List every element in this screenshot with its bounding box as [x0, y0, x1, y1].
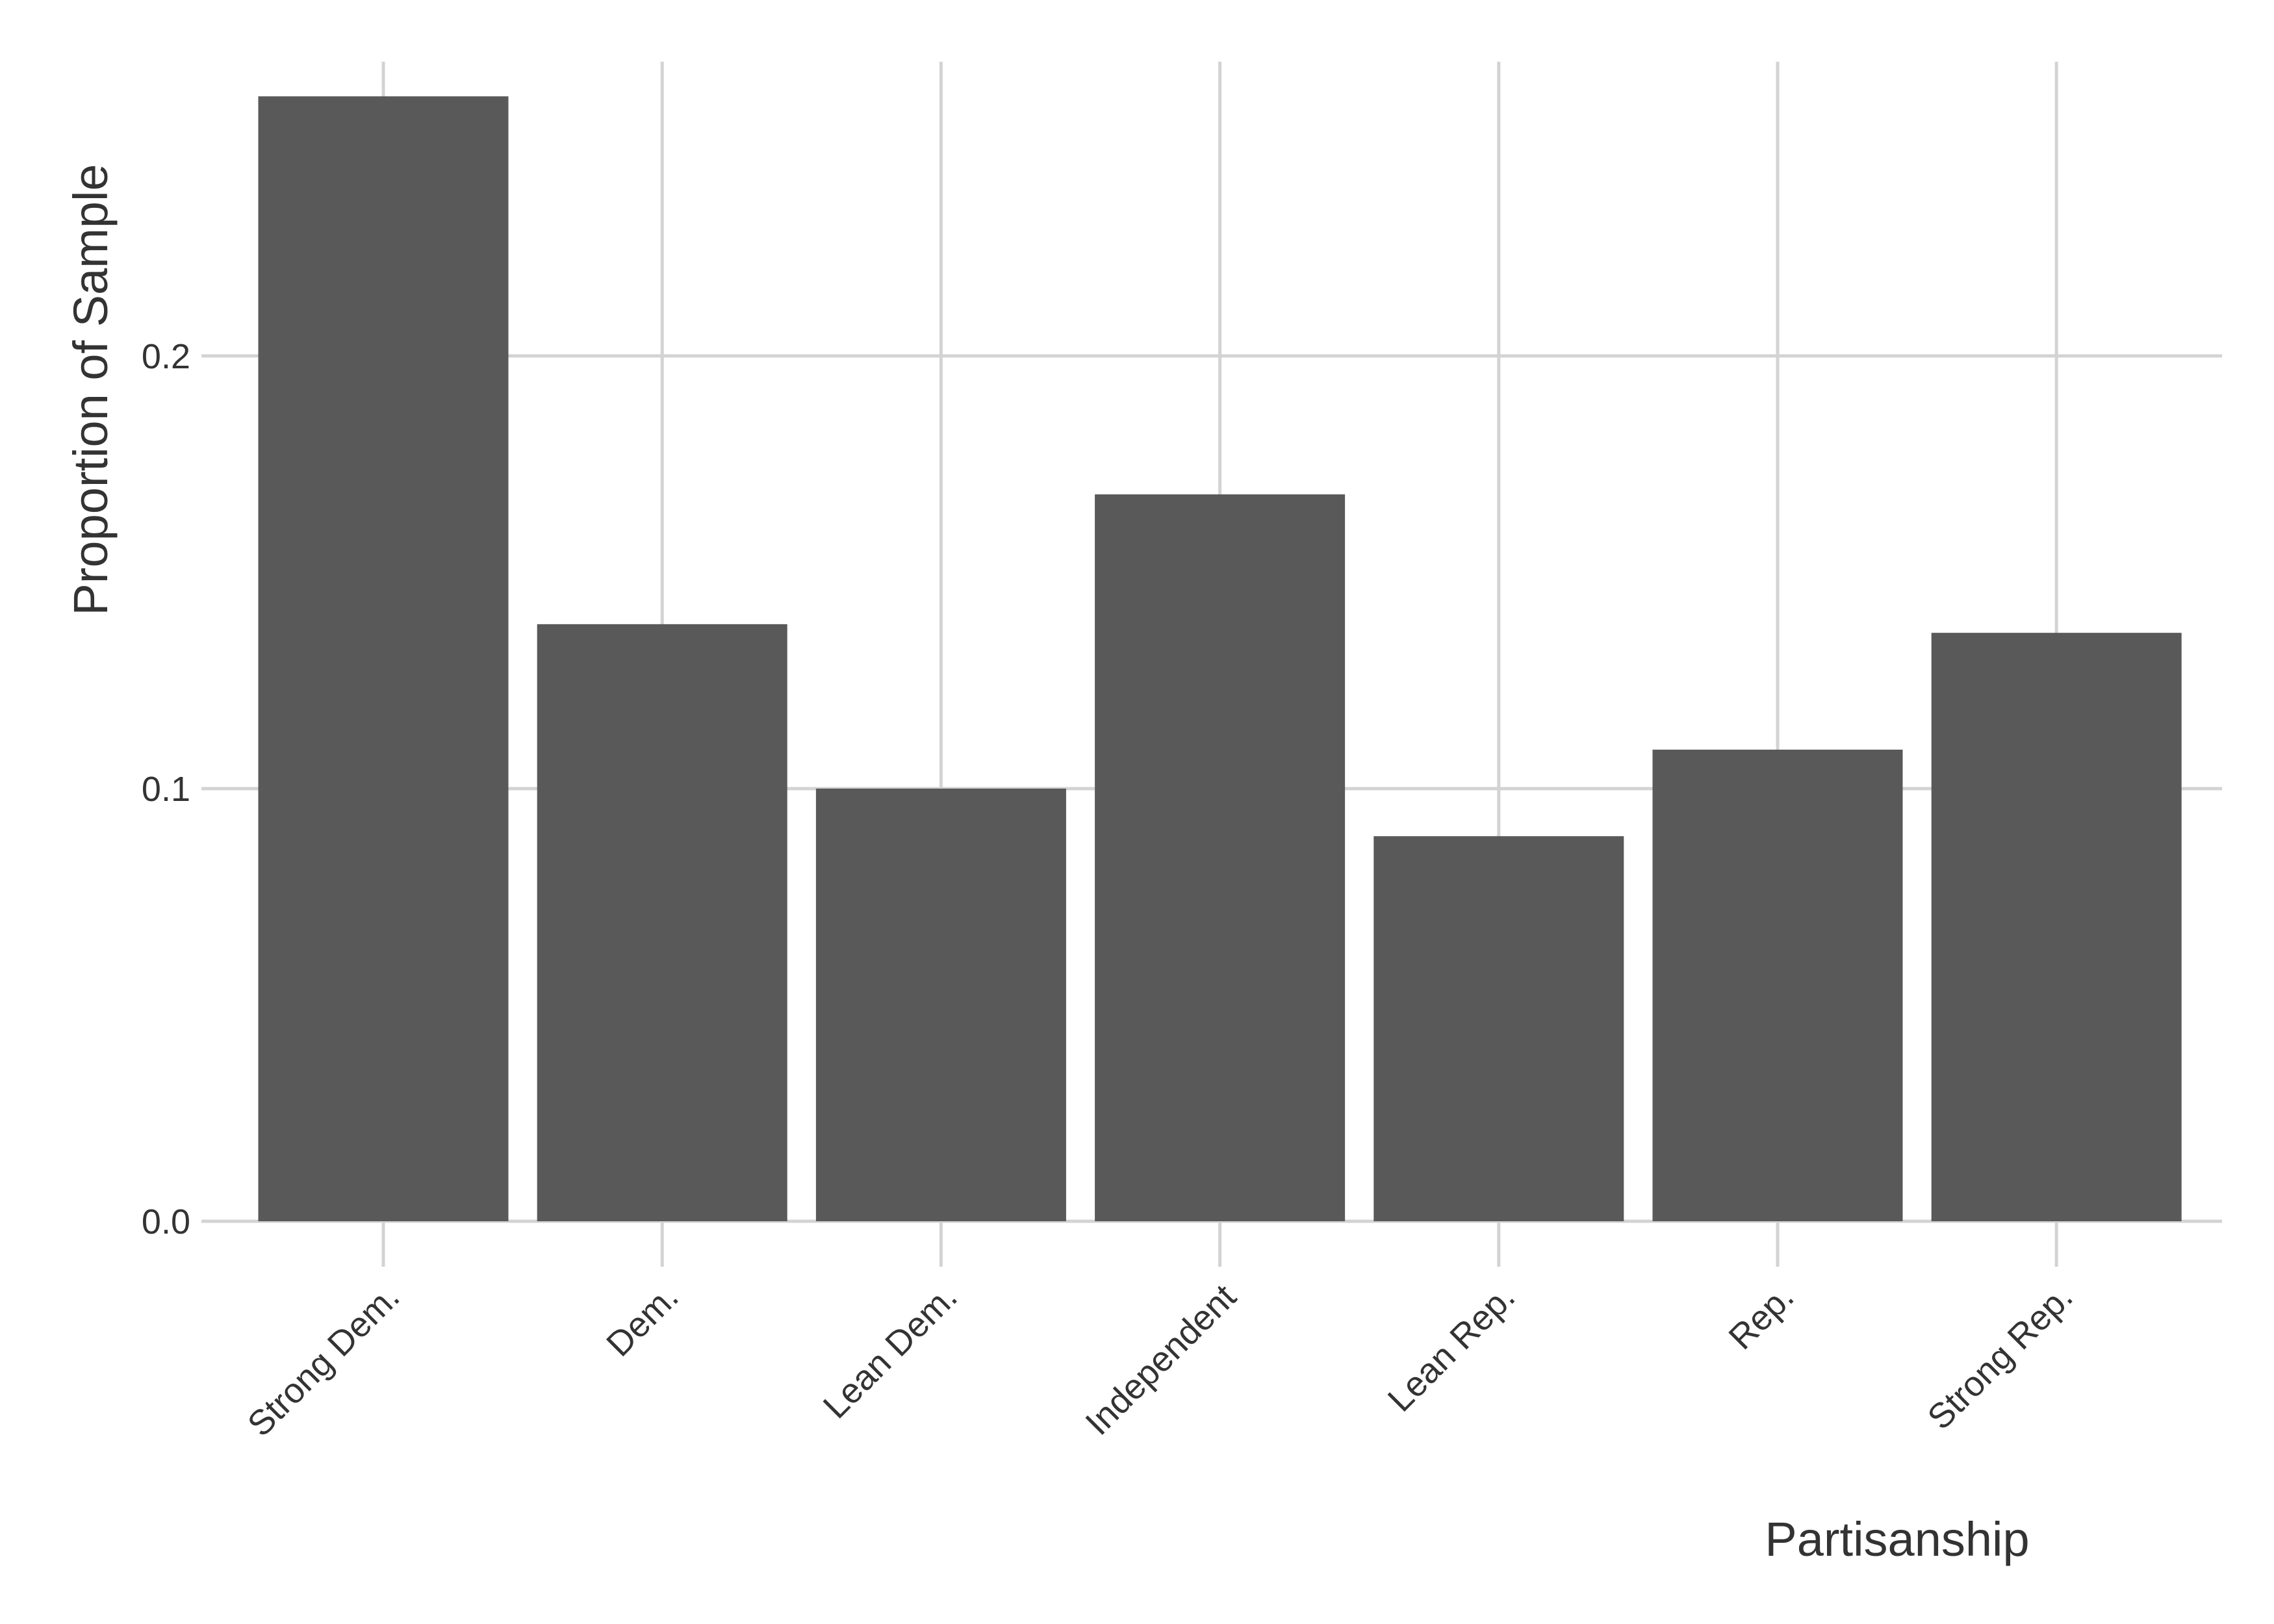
bar-strong-rep: Strong Rep.: 0.136: [1931, 633, 2182, 1221]
bars-layer: Strong Dem.: 0.26Dem.: 0.138Lean Dem.: 0…: [258, 96, 2182, 1222]
bar-independent: Independent: 0.168: [1095, 494, 1346, 1221]
bar-rep: Rep.: 0.109: [1652, 750, 1903, 1221]
x-tick-label: Lean Dem.: [816, 1277, 965, 1426]
y-tick-label: 0.1: [142, 770, 190, 809]
x-tick-label: Rep.: [1721, 1277, 1801, 1357]
x-axis-title: Partisanship: [1765, 1512, 2029, 1566]
ticks-layer: [201, 354, 2058, 1267]
x-tick-label: Dem.: [599, 1277, 686, 1364]
bar-dem: Dem.: 0.138: [537, 624, 787, 1221]
x-tick-label: Lean Rep.: [1381, 1277, 1523, 1419]
bar-lean-rep: Lean Rep.: 0.089: [1373, 836, 1624, 1221]
y-tick-label: 0.0: [142, 1202, 190, 1241]
bar-lean-dem: Lean Dem.: 0.1: [815, 788, 1066, 1221]
x-tick-label: Strong Rep.: [1920, 1277, 2080, 1437]
bar-strong-dem: Strong Dem.: 0.26: [258, 96, 509, 1222]
x-tick-labels: Strong Dem. Dem. Lean Dem. Independent Lean …: [240, 1277, 2080, 1444]
y-axis-title: Proportion of Sample: [64, 164, 118, 615]
y-tick-label: 0.2: [142, 337, 190, 376]
x-tick-label: Independent: [1078, 1277, 1244, 1443]
x-tick-label: Strong Dem.: [240, 1277, 407, 1444]
y-tick-labels: 0.0 0.1 0.2: [142, 337, 190, 1241]
